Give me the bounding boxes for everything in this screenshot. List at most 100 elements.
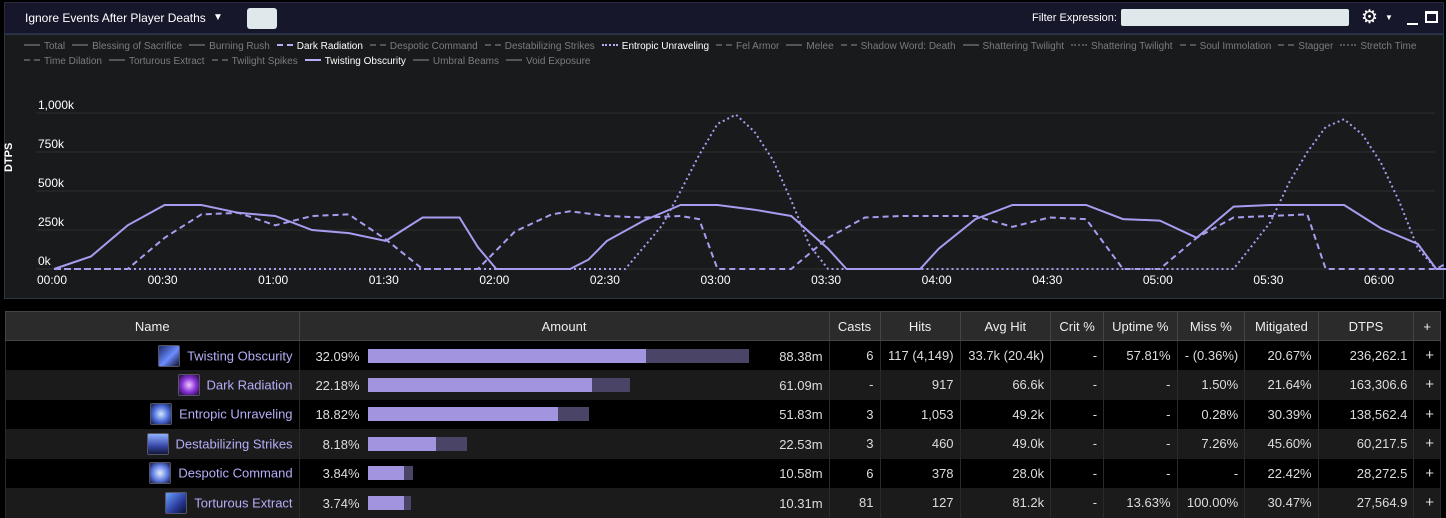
amount-bar-mitigated [436, 436, 467, 451]
x-tick-label: 03:00 [700, 273, 731, 287]
column-header-crit-[interactable]: Crit % [1050, 311, 1105, 341]
legend-item[interactable]: Stagger [1278, 39, 1333, 54]
expand-button[interactable]: + [1413, 399, 1441, 429]
gear-caret-icon[interactable]: ▼ [1385, 13, 1393, 22]
hits-cell: 127 [879, 488, 961, 518]
avg-hit-cell: 28.0k [959, 458, 1052, 488]
legend-item[interactable]: Time Dilation [24, 54, 102, 69]
casts-cell: - [828, 370, 881, 400]
table-row[interactable]: Dark Radiation 22.18% 61.09m -917 66.6k - -1.5… [5, 370, 1441, 400]
legend-item[interactable]: Destabilizing Strikes [484, 39, 595, 54]
amount-bar-mitigated [403, 495, 412, 510]
name-cell: Twisting Obscurity [5, 340, 300, 370]
ignore-events-toggle[interactable] [247, 8, 277, 29]
chart-legend: Total Blessing of Sacrifice Burning Rush Da… [24, 39, 1424, 69]
legend-item[interactable]: Fel Armor [716, 39, 779, 54]
x-tick-label: 06:00 [1364, 273, 1395, 287]
legend-item[interactable]: Total [24, 39, 65, 54]
legend-item[interactable]: Void Exposure [506, 54, 591, 69]
legend-item[interactable]: Dark Radiation [276, 39, 363, 54]
column-header-dtps[interactable]: DTPS [1317, 311, 1415, 341]
series-line-twisting-obscurity[interactable] [53, 204, 1446, 270]
ability-link[interactable]: Twisting Obscurity [187, 348, 293, 363]
legend-item[interactable]: Twilight Spikes [211, 54, 298, 69]
miss-cell: - (0.36%) [1176, 340, 1246, 370]
legend-swatch [601, 44, 618, 47]
chevron-down-icon[interactable]: ▼ [213, 12, 223, 23]
uptime-cell: - [1103, 370, 1178, 400]
crit-cell: - [1050, 488, 1105, 518]
dtps-cell: 60,217.5 [1317, 429, 1415, 459]
amount-value: 10.58m [779, 466, 823, 482]
amount-bar-fill [367, 348, 646, 363]
ability-link[interactable]: Dark Radiation [206, 377, 293, 393]
amount-value: 10.31m [779, 495, 823, 511]
table-row[interactable]: Destabilizing Strikes 8.18% 22.53m 3 460 49.0… [5, 429, 1441, 459]
legend-item[interactable]: Umbral Beams [412, 54, 499, 69]
legend-item[interactable]: Blessing of Sacrifice [72, 39, 182, 54]
table-row[interactable]: Entropic Unraveling 18.82% 51.83m 3 1,053 49.… [5, 399, 1441, 429]
chart-panel [4, 34, 1444, 299]
column-header-miss-[interactable]: Miss % [1176, 311, 1246, 341]
column-header--[interactable]: + [1413, 311, 1441, 341]
legend-item[interactable]: Despotic Command [369, 39, 478, 54]
x-tick-label: 04:00 [921, 273, 952, 287]
ability-link[interactable]: Destabilizing Strikes [175, 436, 293, 452]
amount-cell: 32.09% 88.38m [298, 340, 830, 370]
expand-button[interactable]: + [1413, 429, 1441, 459]
ignore-events-dropdown[interactable]: Ignore Events After Player Deaths [25, 11, 206, 25]
series-line-dark-radiation[interactable] [54, 210, 1446, 270]
legend-item[interactable]: Burning Rush [189, 39, 270, 54]
minimize-icon[interactable] [1407, 23, 1418, 25]
legend-item[interactable]: Entropic Unraveling [601, 39, 709, 54]
dtps-cell: 236,262.1 [1317, 340, 1415, 370]
column-header-avg-hit[interactable]: Avg Hit [959, 311, 1052, 341]
column-header-amount[interactable]: Amount [298, 311, 830, 341]
filter-expression-input[interactable] [1121, 9, 1349, 26]
avg-hit-cell: 33.7k (20.4k) [959, 340, 1052, 370]
expand-button[interactable]: + [1413, 340, 1441, 370]
gear-icon[interactable]: ⚙ [1361, 7, 1379, 28]
ability-link[interactable]: Entropic Unraveling [179, 406, 293, 422]
crit-cell: - [1050, 340, 1105, 370]
series-line-entropic-unraveling[interactable] [54, 113, 1446, 270]
miss-cell: - [1176, 458, 1246, 488]
legend-item[interactable]: Stretch Time [1340, 39, 1416, 54]
amount-value: 88.38m [779, 348, 823, 364]
ability-link[interactable]: Torturous Extract [194, 495, 293, 511]
column-header-uptime-[interactable]: Uptime % [1103, 311, 1178, 341]
legend-label: Stagger [1298, 41, 1334, 52]
ability-link[interactable]: Despotic Command [178, 465, 293, 481]
legend-item[interactable]: Shattering Twilight [962, 39, 1064, 54]
column-header-hits[interactable]: Hits [879, 311, 961, 341]
hits-cell: 378 [879, 458, 961, 488]
mitigated-cell: 45.60% [1244, 429, 1319, 459]
despotic-command-icon [149, 462, 172, 485]
amount-bar-fill [367, 407, 559, 422]
legend-label: Stretch Time [1360, 41, 1417, 52]
table-row[interactable]: Twisting Obscurity 32.09% 88.38m 6 117 (4,14… [5, 340, 1441, 370]
uptime-cell: - [1103, 429, 1178, 459]
amount-cell: 3.84% 10.58m [298, 458, 830, 488]
column-header-mitigated[interactable]: Mitigated [1244, 311, 1319, 341]
expand-button[interactable]: + [1413, 488, 1441, 518]
legend-item[interactable]: Shattering Twilight [1071, 39, 1173, 54]
legend-item[interactable]: Torturous Extract [108, 54, 205, 69]
legend-swatch [24, 59, 40, 62]
legend-item[interactable]: Soul Immolation [1179, 39, 1271, 54]
table-row[interactable]: Despotic Command 3.84% 10.58m 6 378 28.0k - - -2… [5, 458, 1441, 488]
legend-item[interactable]: Shadow Word: Death [840, 39, 956, 54]
column-header-name[interactable]: Name [5, 311, 300, 341]
expand-button[interactable]: + [1413, 458, 1441, 488]
maximize-icon[interactable] [1425, 11, 1438, 23]
x-tick-label: 01:00 [258, 273, 289, 287]
legend-item[interactable]: Melee [786, 39, 834, 54]
legend-label: Burning Rush [209, 41, 270, 52]
legend-label: Fel Armor [736, 41, 780, 52]
legend-item[interactable]: Twisting Obscurity [304, 54, 406, 69]
table-row[interactable]: Torturous Extract 3.74% 10.31m 81 127 81.2k -1… [5, 488, 1441, 518]
casts-cell: 3 [828, 399, 881, 429]
column-header-casts[interactable]: Casts [828, 311, 881, 341]
expand-button[interactable]: + [1413, 370, 1441, 400]
x-tick-label: 05:00 [1142, 273, 1173, 287]
